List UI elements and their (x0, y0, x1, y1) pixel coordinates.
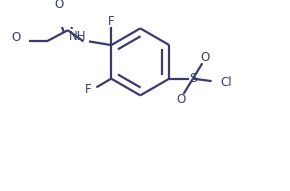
Text: S: S (189, 72, 197, 85)
Text: Cl: Cl (220, 76, 232, 89)
Text: O: O (55, 0, 64, 11)
Text: F: F (108, 15, 115, 28)
Text: O: O (200, 51, 209, 64)
Text: O: O (176, 93, 186, 106)
Text: F: F (85, 83, 92, 96)
Text: O: O (11, 31, 21, 44)
Text: NH: NH (69, 30, 86, 43)
